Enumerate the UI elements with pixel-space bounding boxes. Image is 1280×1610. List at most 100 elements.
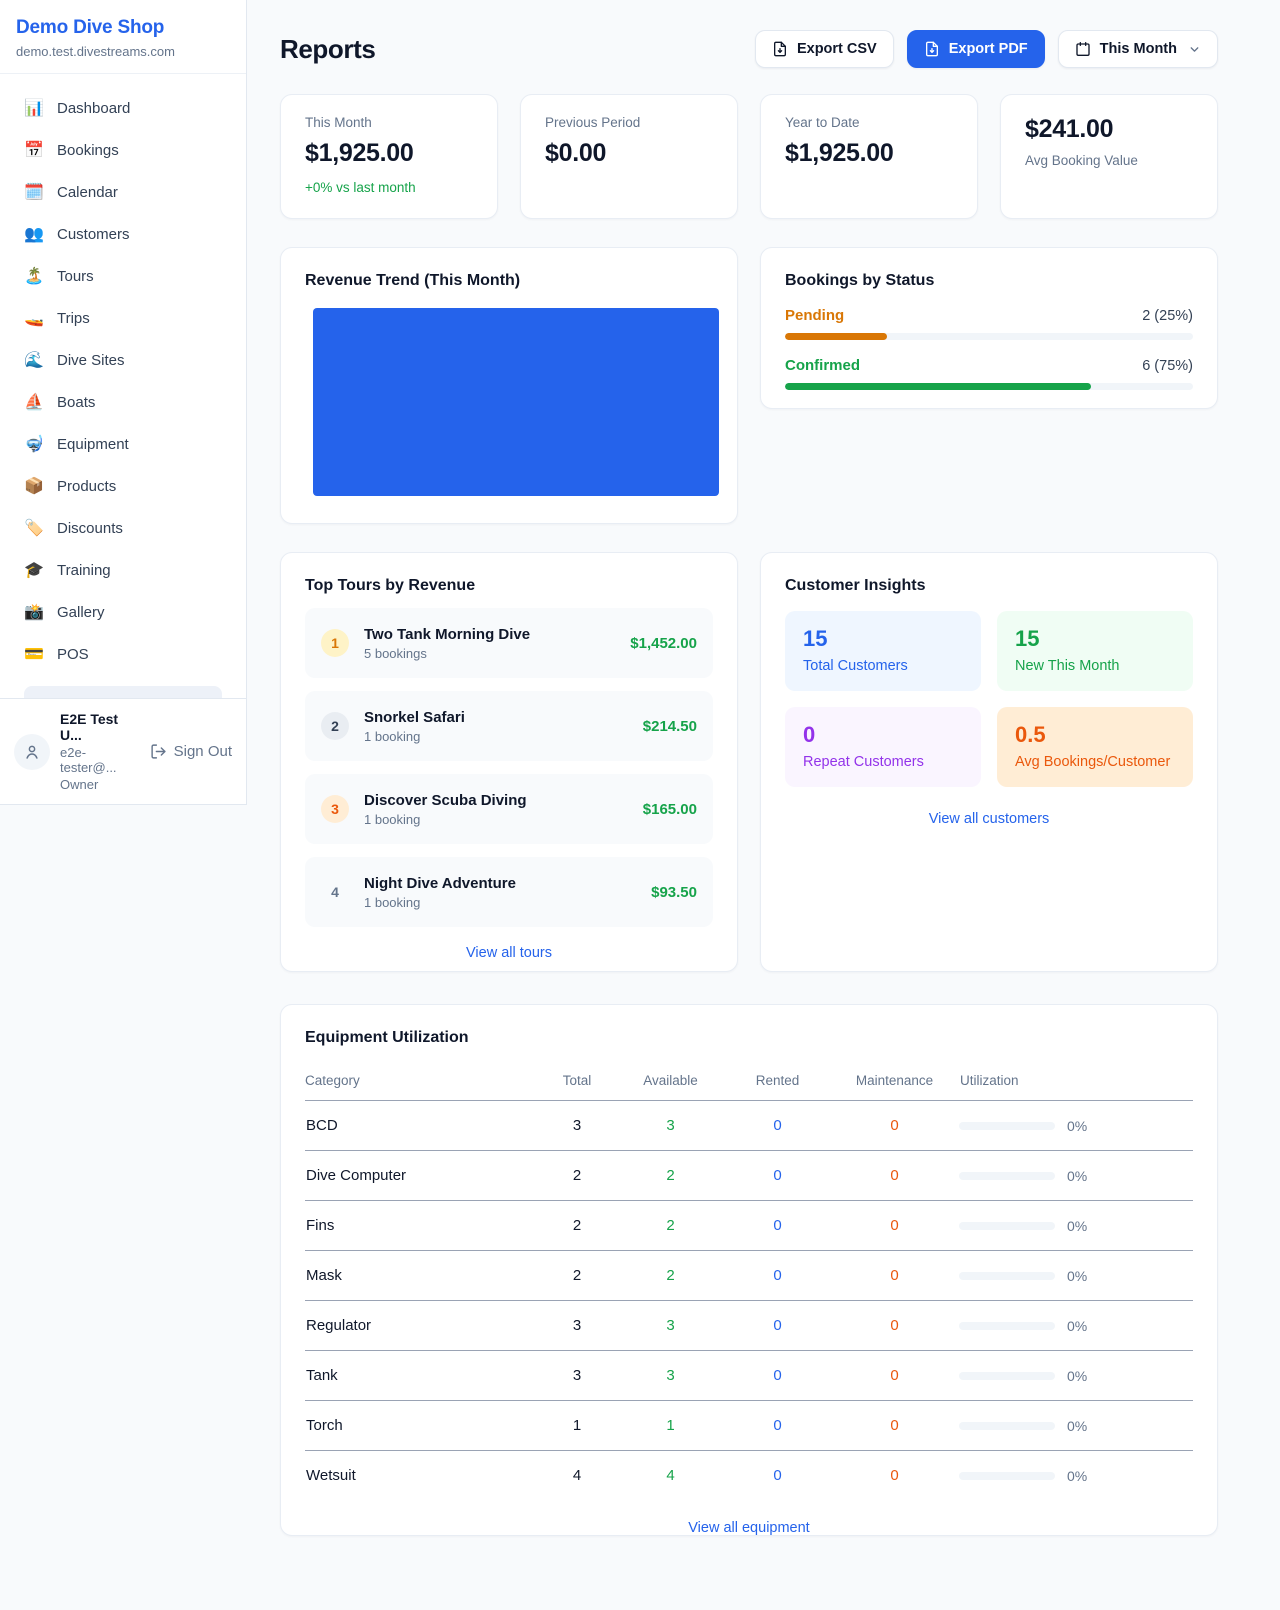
table-row: Wetsuit 4 4 0 0 0% <box>305 1451 1193 1501</box>
card-title: Equipment Utilization <box>305 1029 469 1046</box>
export-csv-button[interactable]: Export CSV <box>754 30 894 68</box>
sidebar-item-label: Tours <box>57 268 94 285</box>
cell-maintenance: 0 <box>831 1250 958 1301</box>
tile-new-this-month: 15 New This Month <box>997 611 1193 691</box>
sailboat-icon: ⛵ <box>24 394 44 411</box>
cell-rented: 0 <box>724 1250 831 1301</box>
cell-category: Regulator <box>305 1300 537 1351</box>
view-all-equipment-link[interactable]: View all equipment <box>688 1520 810 1536</box>
utilization-percent: 0% <box>1067 1117 1088 1134</box>
tile-label: Repeat Customers <box>803 754 924 770</box>
cell-utilization: 0% <box>958 1350 1193 1401</box>
sidebar-item-boats[interactable]: ⛵ Boats <box>12 382 234 424</box>
sign-out-label: Sign Out <box>173 743 232 760</box>
stat-label: Year to Date <box>785 115 860 130</box>
customer-insights-card: Customer Insights 15 Total Customers 15 … <box>760 552 1218 972</box>
user-name: E2E Test U... <box>60 711 119 743</box>
stat-value: $1,925.00 <box>785 139 894 167</box>
sidebar-item-bookings[interactable]: 📅 Bookings <box>12 130 234 172</box>
period-select[interactable]: This Month <box>1057 30 1218 68</box>
sidebar-item-dashboard[interactable]: 📊 Dashboard <box>12 88 234 130</box>
cell-maintenance: 0 <box>831 1300 958 1351</box>
sign-out-button[interactable]: Sign Out <box>150 743 232 760</box>
sidebar-user-section: E2E Test U... e2e-tester@... Owner Sign … <box>0 698 246 804</box>
sidebar-nav: 📊 Dashboard 📅 Bookings 🗓️ Calendar 👥 Cus… <box>0 74 246 698</box>
graduation-cap-icon: 🎓 <box>24 562 44 579</box>
equipment-utilization-card: Equipment Utilization Category Total Ava… <box>280 1004 1218 1536</box>
table-row: Fins 2 2 0 0 0% <box>305 1200 1193 1251</box>
log-out-icon <box>151 744 166 759</box>
utilization-percent: 0% <box>1067 1317 1088 1334</box>
cell-utilization: 0% <box>958 1451 1193 1501</box>
stat-delta: +0% vs last month <box>305 180 416 195</box>
sidebar-active-item-partial[interactable] <box>24 686 222 698</box>
utilization-track <box>959 1221 1055 1230</box>
sidebar-item-equipment[interactable]: 🤿 Equipment <box>12 424 234 466</box>
cell-category: BCD <box>305 1100 537 1151</box>
cell-available: 2 <box>617 1250 724 1301</box>
sidebar-item-pos[interactable]: 💳 POS <box>12 634 234 676</box>
calendar-icon <box>1076 42 1090 56</box>
sidebar-item-label: Bookings <box>57 142 119 159</box>
top-tours-card: Top Tours by Revenue 1 Two Tank Morning … <box>280 552 738 972</box>
card-title: Bookings by Status <box>785 272 935 289</box>
cell-total: 3 <box>537 1100 617 1151</box>
user-email: e2e-tester@... <box>60 745 117 775</box>
cell-utilization: 0% <box>958 1400 1193 1451</box>
status-label: Confirmed <box>785 357 860 374</box>
sidebar-item-label: Gallery <box>57 604 105 621</box>
sidebar-item-trips[interactable]: 🚤 Trips <box>12 298 234 340</box>
diving-mask-icon: 🤿 <box>24 436 44 453</box>
view-all-tours-link[interactable]: View all tours <box>466 945 552 961</box>
cell-utilization: 0% <box>958 1300 1193 1351</box>
cell-maintenance: 0 <box>831 1400 958 1451</box>
column-header-category: Category <box>305 1061 537 1101</box>
revenue-trend-bar <box>313 308 719 496</box>
sidebar-item-customers[interactable]: 👥 Customers <box>12 214 234 256</box>
progress-fill-confirmed <box>785 383 1091 390</box>
cell-rented: 0 <box>724 1350 831 1401</box>
stat-value: $1,925.00 <box>305 139 414 167</box>
sidebar-item-label: Products <box>57 478 117 495</box>
card-title: Top Tours by Revenue <box>305 577 476 594</box>
customers-icon: 👥 <box>24 226 44 243</box>
sidebar-item-dive-sites[interactable]: 🌊 Dive Sites <box>12 340 234 382</box>
bookings-calendar-icon: 📅 <box>24 142 44 159</box>
sidebar-header: Demo Dive Shop demo.test.divestreams.com <box>0 0 246 74</box>
status-value: 2 (25%) <box>1142 308 1193 324</box>
utilization-percent: 0% <box>1067 1217 1088 1234</box>
cell-total: 3 <box>537 1350 617 1401</box>
rank-badge: 3 <box>321 795 349 823</box>
tour-bookings: 1 booking <box>364 811 421 827</box>
wave-icon: 🌊 <box>24 352 44 369</box>
sidebar-item-products[interactable]: 📦 Products <box>12 466 234 508</box>
cell-rented: 0 <box>724 1400 831 1451</box>
cell-maintenance: 0 <box>831 1200 958 1251</box>
status-value: 6 (75%) <box>1142 358 1193 374</box>
chevron-down-icon <box>1190 46 1199 52</box>
sidebar-item-label: POS <box>57 646 89 663</box>
sidebar-item-discounts[interactable]: 🏷️ Discounts <box>12 508 234 550</box>
utilization-percent: 0% <box>1067 1267 1088 1284</box>
sidebar-item-tours[interactable]: 🏝️ Tours <box>12 256 234 298</box>
sidebar-item-calendar[interactable]: 🗓️ Calendar <box>12 172 234 214</box>
cell-total: 4 <box>572 1467 582 1484</box>
view-all-customers-link[interactable]: View all customers <box>928 811 1050 827</box>
cell-available: 3 <box>617 1350 724 1401</box>
sidebar-item-training[interactable]: 🎓 Training <box>12 550 234 592</box>
cell-rented: 0 <box>773 1467 782 1484</box>
period-label: This Month <box>1099 41 1177 57</box>
dashboard-icon: 📊 <box>24 100 44 117</box>
export-pdf-button[interactable]: Export PDF <box>906 30 1045 68</box>
cell-total: 2 <box>537 1150 617 1201</box>
tour-bookings: 5 bookings <box>364 645 427 661</box>
tour-bookings: 1 booking <box>364 728 421 744</box>
sidebar-item-label: Dive Sites <box>57 352 125 369</box>
sidebar-item-gallery[interactable]: 📸 Gallery <box>12 592 234 634</box>
calendar-icon: 🗓️ <box>24 184 44 201</box>
tour-row: 1 Two Tank Morning Dive 5 bookings $1,45… <box>305 608 713 678</box>
cell-category: Wetsuit <box>306 1467 356 1484</box>
column-header-maintenance: Maintenance <box>831 1061 958 1101</box>
sidebar-item-label: Discounts <box>57 520 123 537</box>
tour-name: Discover Scuba Diving <box>364 791 527 809</box>
